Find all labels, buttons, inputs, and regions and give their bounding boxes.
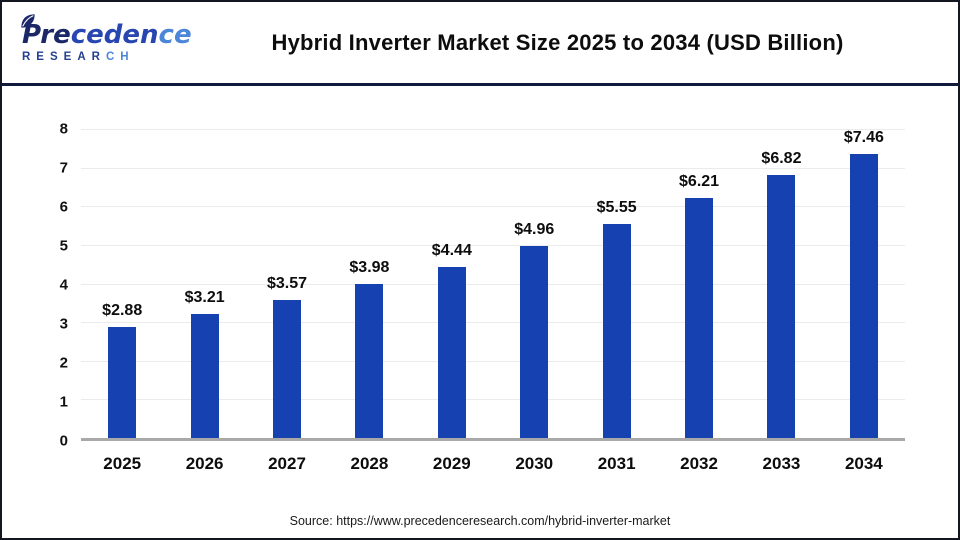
gridline <box>81 167 905 169</box>
page-title: Hybrid Inverter Market Size 2025 to 2034… <box>271 29 844 55</box>
y-tick-label: 2 <box>59 354 68 372</box>
y-tick-label: 0 <box>59 432 68 450</box>
data-label: $3.21 <box>184 289 225 307</box>
bar-group-2025: $2.88 <box>81 129 163 438</box>
leaf-icon <box>21 14 35 28</box>
bar-2027 <box>273 300 302 438</box>
y-tick-label: 8 <box>59 120 68 138</box>
bar-2030 <box>520 246 549 438</box>
bar-2026 <box>190 314 219 438</box>
data-label: $2.88 <box>102 301 143 319</box>
x-axis: 2025 2026 2027 2028 2029 2030 2031 2032 … <box>81 454 905 474</box>
bar-2028 <box>355 284 384 438</box>
bar-2032 <box>685 198 714 438</box>
bar-group-2028: $3.98 <box>328 129 410 438</box>
bar-2029 <box>437 266 466 438</box>
bar-2031 <box>602 223 631 438</box>
bar-group-2031: $5.55 <box>575 129 657 438</box>
bar-2025 <box>108 326 137 438</box>
y-tick-label: 5 <box>59 237 68 255</box>
x-tick-label: 2034 <box>844 454 883 473</box>
y-tick-label: 7 <box>59 159 68 177</box>
bar-series: $2.88 $3.21 $3.57 $3.98 $4.44 $4.96 <box>81 129 905 438</box>
logo-text-part: ceden <box>70 19 159 50</box>
gridline <box>81 283 905 285</box>
bar-group-2032: $6.21 <box>658 129 740 438</box>
y-tick-label: 3 <box>59 315 68 333</box>
gridline <box>81 399 905 401</box>
x-tick-label: 2030 <box>515 454 554 473</box>
gridline <box>81 206 905 208</box>
source-attribution: Source: https://www.precedenceresearch.c… <box>289 514 671 528</box>
gridline <box>81 244 905 246</box>
x-tick-label: 2028 <box>350 454 389 473</box>
logo-wordmark: Precedence <box>22 19 192 50</box>
precedence-research-logo: Precedence RESEARCH <box>2 14 192 63</box>
header: Precedence RESEARCH Hybrid Inverter Mark… <box>2 2 958 86</box>
bar-2033 <box>767 174 796 438</box>
bar-group-2027: $3.57 <box>246 129 328 438</box>
logo-text-part: CH <box>105 51 135 64</box>
data-label: $3.98 <box>349 259 390 277</box>
x-tick-label: 2029 <box>432 454 471 473</box>
logo-text-part: RESEAR <box>22 51 106 64</box>
data-label: $7.46 <box>843 129 884 146</box>
y-axis: 8 7 6 5 4 3 2 1 0 <box>2 121 68 450</box>
gridline <box>81 322 905 324</box>
x-tick-label: 2031 <box>597 454 636 473</box>
gridline <box>81 360 905 362</box>
data-label: $5.55 <box>596 198 637 216</box>
bar-group-2030: $4.96 <box>493 129 575 438</box>
data-label: $4.44 <box>431 241 472 259</box>
bar-group-2026: $3.21 <box>163 129 245 438</box>
y-tick-label: 6 <box>59 198 68 216</box>
y-tick-label: 4 <box>59 276 68 294</box>
data-label: $4.96 <box>514 221 555 239</box>
title-wrap: Hybrid Inverter Market Size 2025 to 2034… <box>187 30 958 56</box>
y-tick-label: 1 <box>59 393 68 411</box>
bar-group-2029: $4.44 <box>411 129 493 438</box>
data-label: $6.82 <box>761 149 802 167</box>
plot-area: $2.88 $3.21 $3.57 $3.98 $4.44 $4.96 <box>81 129 905 441</box>
logo-subtitle: RESEARCH <box>22 51 187 63</box>
bar-group-2033: $6.82 <box>740 129 822 438</box>
bar-group-2034: $7.46 <box>823 129 905 438</box>
x-tick-label: 2026 <box>185 454 224 473</box>
data-label: $3.57 <box>266 275 308 293</box>
logo-text-part: ce <box>158 19 192 50</box>
gridline <box>81 129 905 130</box>
logo-text-part: Pre <box>22 19 71 50</box>
x-tick-label: 2033 <box>762 454 801 473</box>
bar-2034 <box>849 154 878 438</box>
data-label: $6.21 <box>679 173 720 191</box>
x-tick-label: 2025 <box>103 454 142 473</box>
x-tick-label: 2027 <box>268 454 306 473</box>
x-tick-label: 2032 <box>680 454 718 473</box>
